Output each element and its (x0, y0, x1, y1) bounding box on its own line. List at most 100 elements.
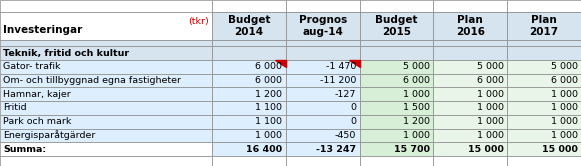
Text: 6 000: 6 000 (256, 76, 282, 85)
Bar (433, 40, 507, 46)
Bar (360, 115, 433, 128)
Bar (507, 87, 581, 101)
Bar (507, 40, 581, 46)
Bar (433, 115, 507, 128)
Text: Gator- trafik: Gator- trafik (3, 62, 61, 71)
Text: Fritid: Fritid (3, 103, 27, 112)
Text: 6 000: 6 000 (403, 76, 430, 85)
Bar (360, 142, 433, 156)
Bar (0, 115, 212, 128)
Bar (433, 46, 507, 60)
Text: 1 500: 1 500 (403, 103, 430, 112)
Text: Park och mark: Park och mark (3, 117, 72, 126)
Text: 16 400: 16 400 (246, 145, 282, 154)
Text: Budget
2014: Budget 2014 (228, 15, 270, 37)
Text: Teknik, fritid och kultur: Teknik, fritid och kultur (3, 48, 130, 58)
Text: -1 470: -1 470 (326, 62, 356, 71)
Bar (0, 156, 212, 166)
Bar (360, 156, 433, 166)
Text: Plan
2017: Plan 2017 (529, 15, 559, 37)
Text: 0: 0 (350, 103, 356, 112)
Text: 1 000: 1 000 (477, 90, 504, 99)
Bar (0, 74, 212, 87)
Bar (433, 0, 507, 12)
Text: Summa:: Summa: (3, 145, 46, 154)
Text: Energisparåtgärder: Energisparåtgärder (3, 130, 96, 140)
Bar (212, 101, 286, 115)
Polygon shape (275, 60, 286, 67)
Text: 1 000: 1 000 (551, 117, 578, 126)
Text: 6 000: 6 000 (551, 76, 578, 85)
Bar (0, 128, 212, 142)
Text: -450: -450 (335, 131, 356, 140)
Bar (433, 60, 507, 74)
Bar (433, 142, 507, 156)
Bar (360, 0, 433, 12)
Bar (212, 128, 286, 142)
Text: 5 000: 5 000 (403, 62, 430, 71)
Bar (286, 0, 360, 12)
Bar (286, 156, 360, 166)
Bar (0, 60, 212, 74)
Text: 5 000: 5 000 (477, 62, 504, 71)
Bar (507, 142, 581, 156)
Text: (tkr): (tkr) (188, 17, 209, 26)
Bar (286, 12, 360, 40)
Bar (507, 115, 581, 128)
Text: 15 000: 15 000 (541, 145, 578, 154)
Bar (0, 12, 212, 40)
Bar (507, 74, 581, 87)
Bar (286, 60, 360, 74)
Text: 5 000: 5 000 (551, 62, 578, 71)
Bar (507, 101, 581, 115)
Bar (286, 128, 360, 142)
Bar (212, 74, 286, 87)
Text: -11 200: -11 200 (320, 76, 356, 85)
Text: -127: -127 (335, 90, 356, 99)
Bar (433, 101, 507, 115)
Bar (507, 0, 581, 12)
Bar (0, 101, 212, 115)
Bar (212, 12, 286, 40)
Text: 1 000: 1 000 (403, 90, 430, 99)
Bar (0, 46, 212, 60)
Bar (507, 60, 581, 74)
Text: Om- och tillbyggnad egna fastigheter: Om- och tillbyggnad egna fastigheter (3, 76, 181, 85)
Text: Investeringar: Investeringar (3, 25, 83, 35)
Text: Plan
2016: Plan 2016 (456, 15, 485, 37)
Text: 6 000: 6 000 (256, 62, 282, 71)
Text: 1 000: 1 000 (403, 131, 430, 140)
Bar (360, 46, 433, 60)
Bar (286, 74, 360, 87)
Text: 1 100: 1 100 (256, 117, 282, 126)
Bar (433, 156, 507, 166)
Bar (0, 142, 212, 156)
Text: 15 000: 15 000 (468, 145, 504, 154)
Bar (212, 87, 286, 101)
Bar (212, 40, 286, 46)
Text: Budget
2015: Budget 2015 (375, 15, 418, 37)
Bar (360, 87, 433, 101)
Bar (360, 128, 433, 142)
Bar (433, 128, 507, 142)
Text: -13 247: -13 247 (316, 145, 356, 154)
Text: Hamnar, kajer: Hamnar, kajer (3, 90, 71, 99)
Bar (360, 74, 433, 87)
Bar (507, 12, 581, 40)
Text: 0: 0 (350, 117, 356, 126)
Text: 1 000: 1 000 (477, 131, 504, 140)
Bar (360, 101, 433, 115)
Polygon shape (349, 60, 360, 67)
Text: 1 000: 1 000 (477, 103, 504, 112)
Bar (212, 46, 286, 60)
Text: 1 000: 1 000 (551, 103, 578, 112)
Bar (507, 128, 581, 142)
Bar (360, 12, 433, 40)
Bar (433, 87, 507, 101)
Bar (0, 87, 212, 101)
Bar (507, 46, 581, 60)
Text: 15 700: 15 700 (394, 145, 430, 154)
Bar (360, 40, 433, 46)
Bar (212, 0, 286, 12)
Bar (212, 156, 286, 166)
